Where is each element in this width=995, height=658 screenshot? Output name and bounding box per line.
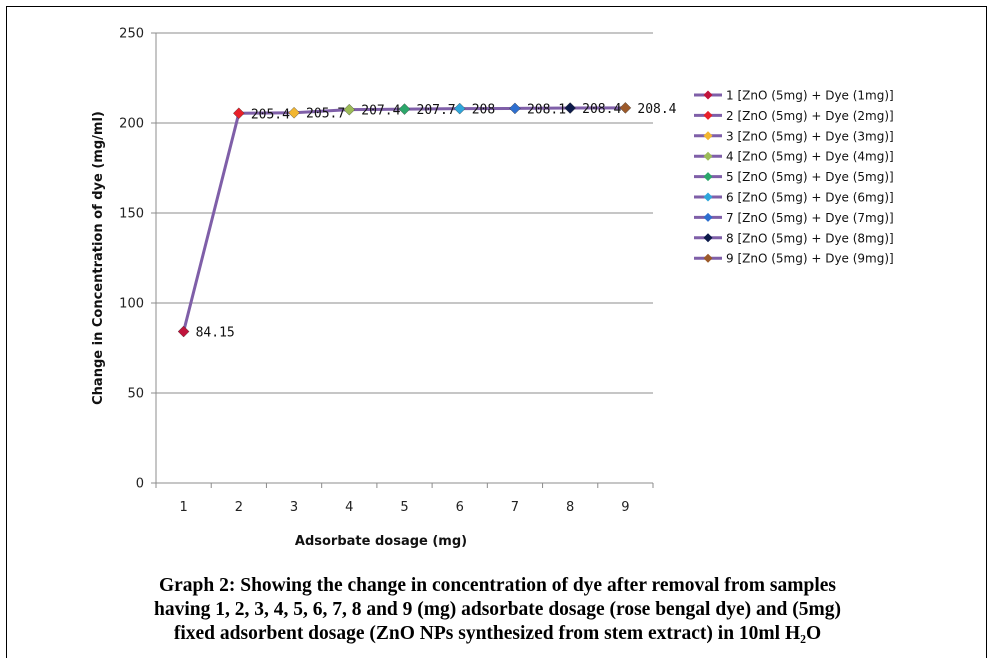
legend-marker	[703, 131, 713, 141]
legend-label: 6 [ZnO (5mg) + Dye (6mg)]	[726, 191, 894, 205]
x-tick-label: 6	[456, 500, 464, 515]
y-tick-label: 250	[119, 27, 144, 42]
data-label: 205.7	[306, 107, 345, 122]
y-tick-label: 200	[119, 117, 144, 132]
data-point-marker	[233, 107, 245, 120]
legend-marker	[703, 172, 713, 182]
data-label: 208.4	[637, 102, 676, 117]
x-tick-label: 8	[566, 500, 574, 515]
data-point-marker	[343, 103, 356, 116]
legend-marker	[703, 110, 713, 120]
legend-label: 4 [ZnO (5mg) + Dye (4mg)]	[726, 150, 894, 164]
legend-label: 3 [ZnO (5mg) + Dye (3mg)]	[726, 129, 894, 143]
data-label: 205.4	[251, 107, 290, 122]
data-point-marker	[453, 102, 466, 115]
y-tick-label: 150	[119, 207, 144, 222]
legend-label: 9 [ZnO (5mg) + Dye (9mg)]	[726, 252, 894, 266]
legend-label: 7 [ZnO (5mg) + Dye (7mg)]	[726, 211, 894, 225]
legend-marker	[703, 151, 713, 161]
legend-label: 5 [ZnO (5mg) + Dye (5mg)]	[726, 170, 894, 184]
series-line-group	[182, 106, 626, 332]
line-chart: 0 50 100 150 200 250 1 2 3 4 5 6 7 8 9 Adsorbate dosa…	[91, 27, 894, 550]
series-line	[182, 106, 626, 332]
legend-item: 2 [ZnO (5mg) + Dye (2mg)]	[694, 109, 894, 123]
data-label: 207.7	[417, 103, 456, 118]
legend-label: 1 [ZnO (5mg) + Dye (1mg)]	[726, 89, 894, 103]
data-label: 84.15	[196, 326, 235, 341]
figure-caption: Graph 2: Showing the change in concentra…	[16, 574, 979, 646]
y-tick-label: 0	[136, 477, 144, 492]
legend-marker	[703, 212, 713, 222]
legend-item: 4 [ZnO (5mg) + Dye (4mg)]	[694, 150, 894, 164]
y-axis-title: Change in Concentration of dye (mg/ml)	[91, 111, 106, 405]
y-tick-label: 50	[127, 387, 144, 402]
data-point-marker	[509, 102, 521, 115]
data-label: 207.4	[361, 104, 400, 119]
caption-line-3: fixed adsorbent dosage (ZnO NPs synthesi…	[173, 623, 822, 644]
legend-marker	[703, 90, 713, 100]
x-tick-label: 4	[345, 500, 353, 515]
x-tick-label: 9	[621, 500, 629, 515]
legend-item: 7 [ZnO (5mg) + Dye (7mg)]	[694, 211, 894, 225]
data-markers	[177, 102, 632, 338]
data-point-marker	[177, 325, 190, 338]
legend-item: 6 [ZnO (5mg) + Dye (6mg)]	[694, 191, 894, 205]
x-axis-title: Adsorbate dosage (mg)	[295, 534, 467, 549]
x-tick-label: 1	[179, 500, 187, 515]
y-tick-label: 100	[119, 297, 144, 312]
legend-label: 8 [ZnO (5mg) + Dye (8mg)]	[726, 231, 894, 245]
x-tick-label: 3	[290, 500, 298, 515]
x-tick-labels: 1 2 3 4 5 6 7 8 9	[179, 500, 629, 515]
data-point-marker	[564, 102, 576, 114]
data-point-marker	[619, 102, 632, 114]
caption-line-1: Graph 2: Showing the change in concentra…	[158, 575, 837, 596]
legend-item: 1 [ZnO (5mg) + Dye (1mg)]	[694, 89, 894, 103]
y-tick-labels: 0 50 100 150 200 250	[119, 27, 144, 492]
figure-frame	[6, 6, 987, 658]
legend-item: 9 [ZnO (5mg) + Dye (9mg)]	[694, 252, 894, 266]
x-tick-label: 5	[400, 500, 408, 515]
legend-marker	[703, 192, 713, 202]
data-label: 208	[472, 103, 495, 118]
legend: 1 [ZnO (5mg) + Dye (1mg)] 2 [ZnO (5mg) + …	[694, 89, 894, 266]
data-label: 208.1	[527, 102, 566, 117]
legend-marker	[703, 233, 713, 243]
legend-item: 8 [ZnO (5mg) + Dye (8mg)]	[694, 231, 894, 245]
data-label: 208.4	[582, 102, 621, 117]
legend-item: 3 [ZnO (5mg) + Dye (3mg)]	[694, 129, 894, 143]
legend-marker	[703, 253, 713, 263]
legend-label: 2 [ZnO (5mg) + Dye (2mg)]	[726, 109, 894, 123]
gridlines	[151, 32, 654, 488]
caption-line-2: having 1, 2, 3, 4, 5, 6, 7, 8 and 9 (mg)…	[153, 599, 842, 620]
data-point-marker	[288, 106, 300, 119]
x-tick-label: 7	[511, 500, 519, 515]
legend-item: 5 [ZnO (5mg) + Dye (5mg)]	[694, 170, 894, 184]
x-tick-label: 2	[235, 500, 243, 515]
data-labels: 84.15 205.4 205.7 207.4 207.7 208 208.1 208.4 20…	[196, 102, 677, 341]
data-point-marker	[398, 103, 411, 115]
